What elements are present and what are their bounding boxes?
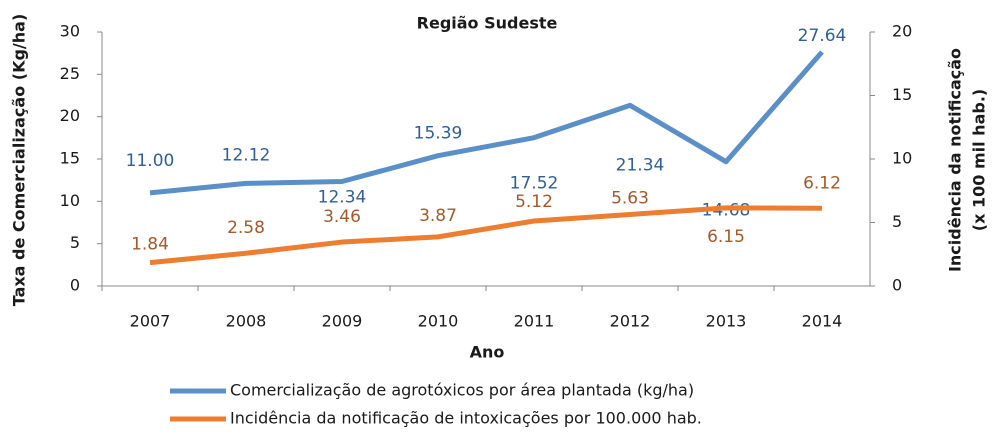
y-tick-label: 5 [70,233,80,252]
y2-axis-title: (x 100 mil hab.) [970,89,989,231]
data-label: 2.58 [227,218,265,238]
data-label: 12.12 [222,145,271,165]
data-label: 15.39 [414,124,463,144]
y-tick-label: 20 [60,106,80,125]
data-label: 6.12 [803,173,841,193]
data-label: 3.87 [419,206,457,226]
x-tick-label: 2014 [802,312,843,331]
data-label: 12.34 [318,188,367,208]
data-label: 3.46 [323,207,361,227]
data-label: 27.64 [798,26,847,46]
y-tick-label: 25 [60,64,80,83]
data-label: 17.52 [510,174,559,194]
x-tick-label: 2009 [322,312,363,331]
legend-label: Comercialização de agrotóxicos por área … [230,381,694,400]
chart-title: Região Sudeste [417,14,558,33]
y-tick-label: 15 [60,149,80,168]
y2-tick-label: 10 [892,149,912,168]
y2-tick-label: 20 [892,22,912,41]
y2-tick-label: 5 [892,212,902,231]
legend-label: Incidência da notificação de intoxicaçõe… [230,409,702,428]
data-label: 5.12 [515,192,553,212]
y2-axis-title: Incidência da notificação [946,48,965,272]
x-tick-label: 2010 [418,312,459,331]
x-axis-title: Ano [470,343,505,362]
y-tick-label: 0 [70,276,80,295]
y-axis-title: Taxa de Comercialização (Kg/ha) [10,14,29,307]
x-tick-label: 2013 [706,312,747,331]
data-label: 6.15 [707,227,745,247]
x-tick-label: 2007 [130,312,171,331]
data-label: 11.00 [126,151,175,171]
y2-tick-label: 15 [892,85,912,104]
x-tick-label: 2008 [226,312,267,331]
line [149,50,824,196]
y2-tick-label: 0 [892,276,902,295]
y-tick-label: 30 [60,22,80,41]
data-label: 1.84 [131,235,169,255]
data-label: 21.34 [616,155,665,175]
line [149,205,823,266]
data-label: 5.63 [611,188,649,208]
x-tick-label: 2011 [514,312,555,331]
y-tick-label: 10 [60,191,80,210]
x-tick-label: 2012 [610,312,651,331]
